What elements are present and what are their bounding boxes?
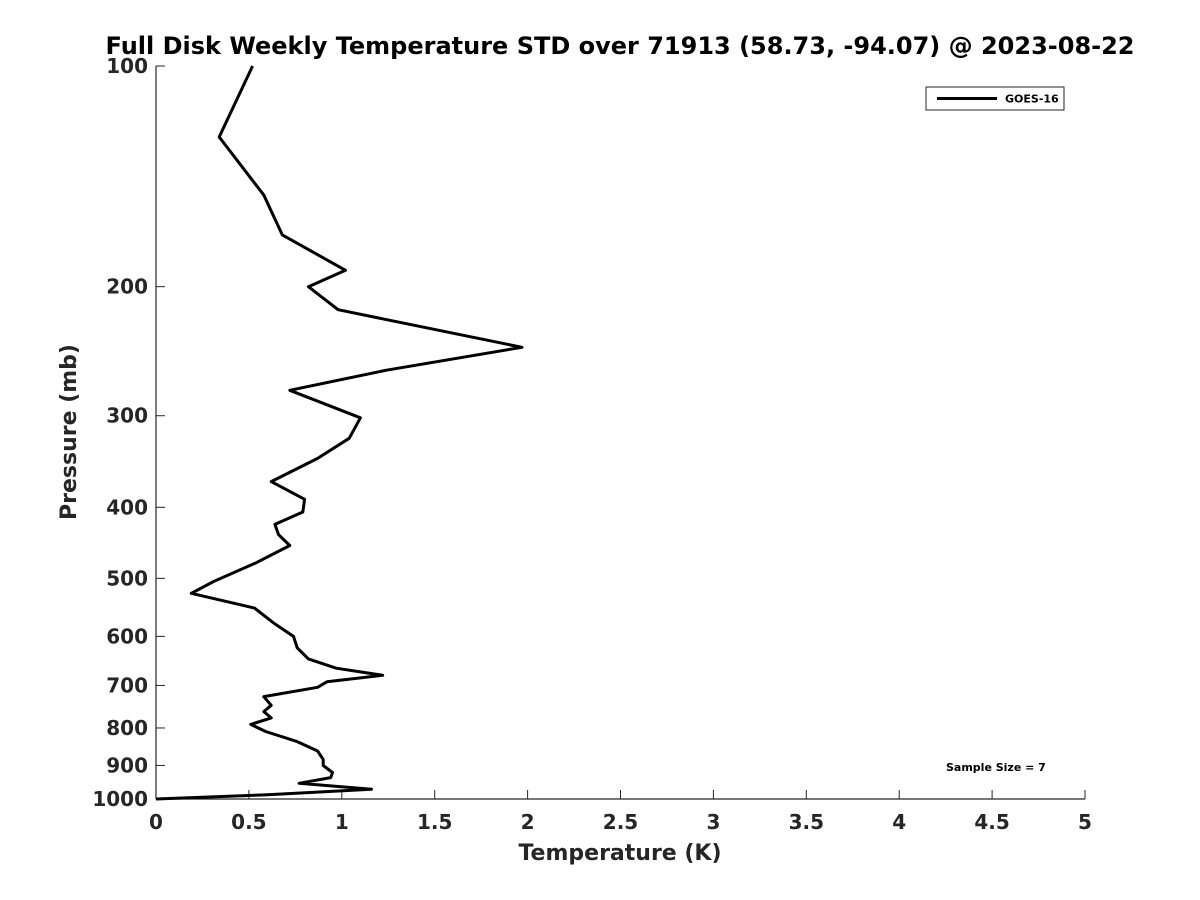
plot-area: 0 0.5 1 1.5 2 2.5 3 3.5 4 4.5 5 100 200 300 400 500 600… — [92, 54, 1092, 834]
x-ticks: 0 0.5 1 1.5 2 2.5 3 3.5 4 4.5 5 — [149, 790, 1092, 834]
y-tick-label: 400 — [106, 495, 148, 519]
x-tick-label: 0.5 — [231, 810, 266, 834]
x-tick-label: 1.5 — [417, 810, 452, 834]
x-tick-label: 1 — [335, 810, 349, 834]
y-tick-label: 1000 — [92, 787, 148, 811]
y-tick-label: 100 — [106, 54, 148, 78]
x-tick-label: 4 — [892, 810, 906, 834]
x-axis-label: Temperature (K) — [518, 841, 721, 866]
y-tick-label: 700 — [106, 673, 148, 697]
y-tick-label: 900 — [106, 753, 148, 777]
y-axis-label: Pressure (mb) — [57, 344, 82, 520]
y-tick-label: 600 — [106, 624, 148, 648]
x-tick-label: 4.5 — [974, 810, 1009, 834]
y-ticks: 100 200 300 400 500 600 700 800 900 1000 — [92, 54, 165, 811]
x-tick-label: 2.5 — [603, 810, 638, 834]
x-tick-label: 2 — [521, 810, 535, 834]
sample-size-annotation: Sample Size = 7 — [946, 761, 1046, 774]
x-tick-label: 0 — [149, 810, 163, 834]
x-tick-label: 5 — [1078, 810, 1092, 834]
legend: GOES-16 — [925, 86, 1065, 111]
legend-label-goes-16: GOES-16 — [1005, 93, 1059, 106]
y-tick-label: 500 — [106, 566, 148, 590]
x-tick-label: 3 — [706, 810, 720, 834]
x-tick-label: 3.5 — [789, 810, 824, 834]
chart-title: Full Disk Weekly Temperature STD over 71… — [106, 32, 1135, 60]
series-line-goes-16 — [155, 65, 524, 801]
y-tick-label: 300 — [106, 404, 148, 428]
y-tick-label: 200 — [106, 275, 148, 299]
y-tick-label: 800 — [106, 716, 148, 740]
